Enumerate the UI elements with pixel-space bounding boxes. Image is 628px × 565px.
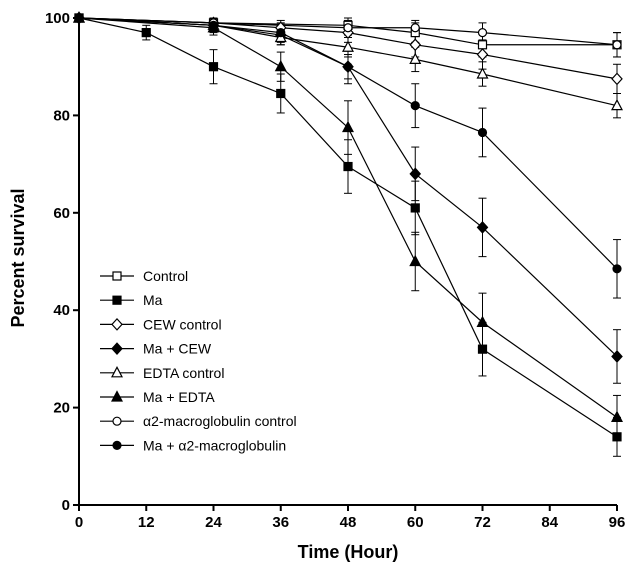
y-tick-label: 100 <box>45 10 70 27</box>
x-tick-label: 36 <box>272 514 289 531</box>
legend-entry: Ma + EDTA <box>100 389 215 405</box>
legend: Control Ma CEW control Ma + CEW EDTA control… <box>100 268 297 453</box>
data-point <box>410 101 420 111</box>
x-tick-label: 12 <box>138 514 155 531</box>
data-point <box>276 28 286 38</box>
legend-label: EDTA control <box>143 365 224 381</box>
data-point <box>343 62 353 72</box>
legend-entry: CEW control <box>100 316 222 332</box>
y-axis-title: Percent survival <box>8 188 28 327</box>
data-point <box>276 88 286 99</box>
data-point <box>410 23 420 33</box>
x-tick-label: 96 <box>609 514 626 531</box>
legend-label: Ma + α2-macroglobulin <box>143 437 286 453</box>
legend-entry: Ma <box>100 292 163 308</box>
legend-marker <box>111 366 123 378</box>
data-point <box>612 40 622 50</box>
legend-marker <box>111 318 123 331</box>
legend-entry: EDTA control <box>100 365 224 381</box>
y-tick-label: 80 <box>53 107 70 124</box>
data-point <box>74 13 84 23</box>
series-line-6 <box>78 17 618 46</box>
data-point <box>476 315 489 327</box>
data-point <box>208 20 219 30</box>
y-tick-label: 20 <box>53 400 70 417</box>
y-tick-label: 40 <box>53 302 70 319</box>
legend-marker <box>112 440 122 450</box>
legend-entry: Ma + α2-macroglobulin <box>100 437 286 453</box>
data-point <box>477 40 488 50</box>
data-point <box>409 52 422 64</box>
legend-entry: α2-macroglobulin control <box>100 413 297 429</box>
axes: 0 20 40 60 80 100 0 12 24 36 48 60 72 84 96 <box>45 10 625 531</box>
y-tick-label: 0 <box>62 497 70 514</box>
y-tick-label: 60 <box>53 205 70 222</box>
data-point <box>343 23 353 33</box>
legend-marker <box>111 390 123 402</box>
data-point <box>342 120 354 133</box>
data-point <box>611 98 623 111</box>
data-point <box>477 127 488 138</box>
legend-entry: Control <box>100 268 188 284</box>
legend-marker <box>111 342 123 355</box>
data-point <box>612 264 622 274</box>
data-point <box>476 67 489 79</box>
legend-marker <box>112 271 122 281</box>
data-point <box>208 62 219 72</box>
data-point <box>611 350 623 363</box>
data-point <box>612 432 622 442</box>
data-point <box>611 410 623 422</box>
data-point <box>342 40 354 52</box>
data-point <box>476 221 489 234</box>
data-point <box>409 167 422 181</box>
x-tick-label: 72 <box>474 514 491 531</box>
data-point <box>611 72 623 86</box>
legend-label: Control <box>143 268 188 284</box>
legend-marker <box>112 416 122 426</box>
x-tick-label: 84 <box>541 514 558 531</box>
legend-entry: Ma + CEW <box>100 341 212 357</box>
series-line-1 <box>78 17 618 438</box>
series-markers <box>73 11 623 442</box>
legend-marker <box>112 295 122 305</box>
data-point <box>410 203 420 213</box>
data-point <box>409 38 422 52</box>
x-tick-label: 24 <box>205 514 222 531</box>
data-point <box>409 254 422 267</box>
legend-label: Ma + EDTA <box>143 389 215 405</box>
legend-label: Ma + CEW <box>143 341 212 357</box>
data-point <box>343 161 353 172</box>
legend-label: α2-macroglobulin control <box>143 413 297 429</box>
data-point <box>274 59 287 72</box>
data-point <box>141 28 151 38</box>
x-tick-label: 60 <box>407 514 424 531</box>
data-point <box>477 28 488 38</box>
legend-label: Ma <box>143 292 163 308</box>
data-point <box>476 48 489 61</box>
x-axis-title: Time (Hour) <box>298 542 399 562</box>
x-tick-label: 0 <box>75 514 83 531</box>
data-point <box>477 344 488 354</box>
x-tick-label: 48 <box>340 514 357 531</box>
legend-label: CEW control <box>143 316 222 332</box>
